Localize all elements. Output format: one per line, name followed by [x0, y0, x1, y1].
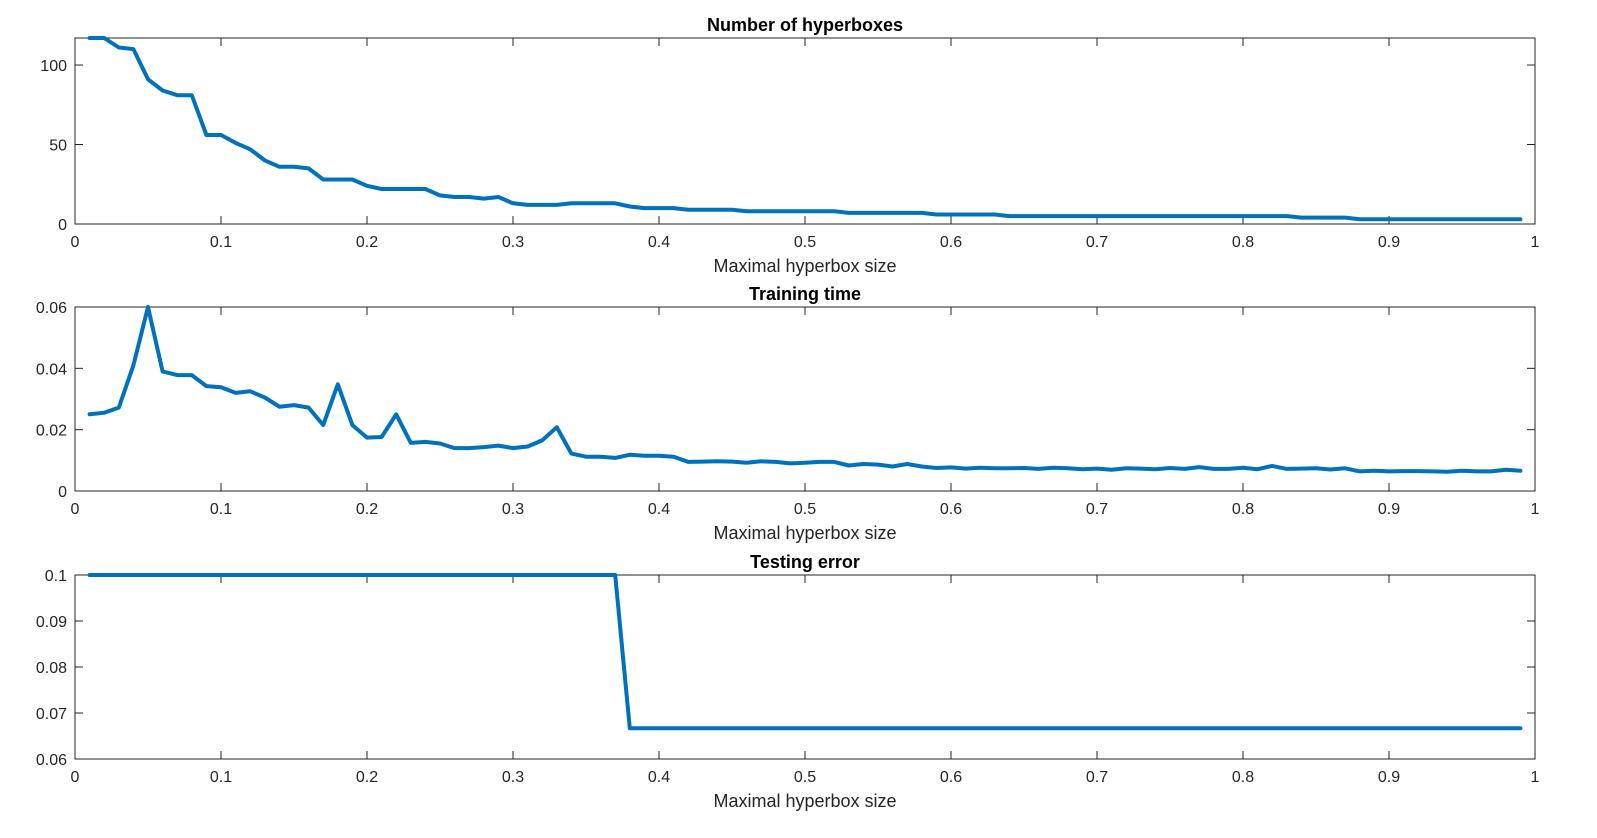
x-tick-label: 0.9 [1378, 501, 1400, 518]
y-tick-label: 100 [40, 58, 67, 75]
chart-title: Number of hyperboxes [707, 15, 903, 35]
subplot-2: Training time 0 0.1 0.2 0.3 0.4 0.5 0.6 0.7 0.8 0.… [36, 284, 1540, 543]
x-tick-label: 0.4 [648, 769, 670, 786]
x-tick-label: 0 [71, 769, 80, 786]
series-line [87, 36, 1523, 222]
y-tick-label: 0.06 [36, 752, 67, 769]
x-tick-label: 0.2 [356, 769, 378, 786]
x-tick-label: 0 [71, 234, 80, 251]
x-tick-label: 0.8 [1232, 234, 1254, 251]
x-tick-label: 0.3 [502, 501, 524, 518]
x-tick-label: 0.2 [356, 501, 378, 518]
series-line [87, 573, 1523, 731]
x-tick-label: 0.8 [1232, 501, 1254, 518]
y-tick-label: 0 [58, 484, 67, 501]
x-tick-label: 0.5 [794, 769, 816, 786]
y-tick-label: 50 [49, 138, 67, 155]
x-axis-label: Maximal hyperbox size [713, 523, 896, 543]
x-tick-label: 0.7 [1086, 769, 1108, 786]
x-tick-label: 0.7 [1086, 501, 1108, 518]
y-tick-label: 0.06 [36, 300, 67, 317]
subplot-3: Testing error 0 0.1 0.2 0.3 0.4 0.5 0.6 0.7 0.8 0.… [36, 552, 1540, 811]
x-tick-label: 0.6 [940, 501, 962, 518]
axes-frame [74, 306, 1536, 492]
chart-title: Testing error [750, 552, 860, 572]
x-tick-label: 0.9 [1378, 769, 1400, 786]
y-tick-label: 0.09 [36, 614, 67, 631]
axes-frame [74, 574, 1536, 760]
x-tick-label: 1 [1531, 234, 1540, 251]
x-tick-label: 0.1 [210, 769, 232, 786]
series-line [87, 305, 1523, 474]
y-tick-label: 0.08 [36, 660, 67, 677]
y-tick-label: 0.1 [45, 568, 67, 585]
x-tick-label: 0.7 [1086, 234, 1108, 251]
x-tick-label: 0 [71, 501, 80, 518]
x-tick-label: 0.6 [940, 769, 962, 786]
x-axis-label: Maximal hyperbox size [713, 256, 896, 276]
y-tick-label: 0 [58, 217, 67, 234]
x-tick-label: 0.1 [210, 234, 232, 251]
x-tick-label: 0.4 [648, 234, 670, 251]
x-axis-label: Maximal hyperbox size [713, 791, 896, 811]
x-tick-label: 0.3 [502, 234, 524, 251]
x-tick-label: 0.9 [1378, 234, 1400, 251]
x-tick-label: 0.5 [794, 234, 816, 251]
y-tick-label: 0.07 [36, 706, 67, 723]
x-tick-label: 0.3 [502, 769, 524, 786]
x-tick-label: 0.5 [794, 501, 816, 518]
x-tick-label: 0.2 [356, 234, 378, 251]
subplot-1: Number of hyperboxes 0 0.1 0.2 0.3 0.4 0.5 0.6 0… [40, 15, 1539, 276]
y-tick-label: 0.02 [36, 423, 67, 440]
x-tick-label: 1 [1531, 501, 1540, 518]
y-tick-label: 0.04 [36, 361, 67, 378]
x-tick-label: 0.1 [210, 501, 232, 518]
x-tick-label: 0.6 [940, 234, 962, 251]
x-tick-label: 1 [1531, 769, 1540, 786]
chart-title: Training time [749, 284, 861, 304]
x-tick-label: 0.4 [648, 501, 670, 518]
x-tick-label: 0.8 [1232, 769, 1254, 786]
axes-frame [74, 37, 1536, 225]
